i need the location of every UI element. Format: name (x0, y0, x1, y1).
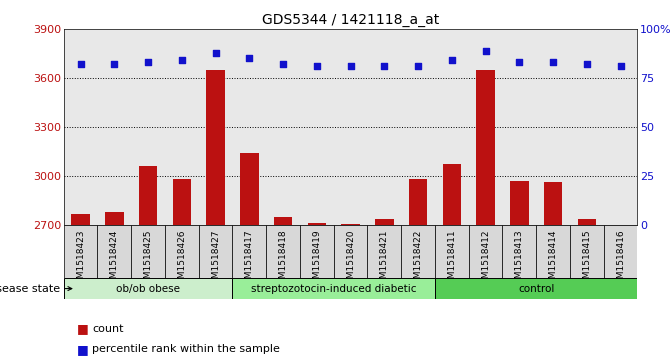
Point (75, 61, 86, 67)
Text: GSM1518416: GSM1518416 (616, 229, 625, 290)
Bar (199, 225, 232, 278)
Text: GSM1518412: GSM1518412 (481, 229, 490, 290)
Bar (578, 219, 596, 225)
Bar (375, 219, 394, 225)
Bar (476, 70, 495, 225)
Text: GSM1518427: GSM1518427 (211, 229, 220, 290)
Text: GSM1518417: GSM1518417 (245, 229, 254, 290)
Text: GSM1518426: GSM1518426 (177, 229, 187, 290)
Text: GSM1518418: GSM1518418 (278, 229, 288, 290)
Bar (232, 225, 266, 278)
Bar (469, 225, 503, 278)
Text: count: count (92, 323, 123, 334)
Text: control: control (518, 284, 554, 294)
Bar (368, 225, 401, 278)
Bar (64, 225, 97, 278)
Bar (274, 217, 293, 225)
Bar (409, 179, 427, 225)
Bar (97, 225, 132, 278)
Text: percentile rank within the sample: percentile rank within the sample (92, 344, 280, 354)
Bar (232, 278, 435, 299)
Bar (240, 153, 258, 225)
Point (615, 64, 626, 69)
Bar (165, 225, 199, 278)
Point (514, 60, 525, 65)
Bar (300, 225, 333, 278)
Bar (401, 225, 435, 278)
Text: GSM1518421: GSM1518421 (380, 229, 389, 290)
Point (244, 56, 255, 61)
Point (311, 64, 322, 69)
Text: GSM1518424: GSM1518424 (110, 229, 119, 290)
Text: GSM1518423: GSM1518423 (76, 229, 85, 290)
Bar (604, 225, 637, 278)
Text: ■: ■ (77, 322, 89, 335)
Text: GSM1518414: GSM1518414 (549, 229, 558, 290)
Text: streptozotocin-induced diabetic: streptozotocin-induced diabetic (251, 284, 417, 294)
Bar (71, 213, 90, 225)
Text: GSM1518420: GSM1518420 (346, 229, 355, 290)
Bar (435, 225, 469, 278)
Point (345, 64, 356, 69)
Bar (206, 70, 225, 225)
Bar (570, 225, 604, 278)
Text: GSM1518425: GSM1518425 (144, 229, 152, 290)
Bar (443, 164, 461, 225)
Bar (139, 166, 158, 225)
Text: GSM1518415: GSM1518415 (582, 229, 591, 290)
Bar (266, 225, 300, 278)
Point (446, 57, 457, 63)
Bar (544, 182, 562, 225)
Point (480, 48, 491, 53)
Title: GDS5344 / 1421118_a_at: GDS5344 / 1421118_a_at (262, 13, 440, 26)
Point (210, 50, 221, 56)
Bar (105, 212, 123, 225)
Point (548, 60, 558, 65)
Bar (342, 224, 360, 225)
Bar (510, 181, 529, 225)
Text: GSM1518411: GSM1518411 (448, 229, 456, 290)
Text: GSM1518422: GSM1518422 (413, 229, 423, 290)
Text: ob/ob obese: ob/ob obese (116, 284, 180, 294)
Text: disease state: disease state (0, 284, 60, 294)
Bar (172, 179, 191, 225)
Bar (503, 225, 536, 278)
Text: GSM1518413: GSM1518413 (515, 229, 524, 290)
Point (413, 64, 423, 69)
Bar (333, 225, 368, 278)
Bar (536, 225, 570, 278)
Point (176, 57, 187, 63)
Text: GSM1518419: GSM1518419 (312, 229, 321, 290)
Point (582, 61, 592, 67)
Bar (307, 223, 326, 225)
Text: ■: ■ (77, 343, 89, 356)
Point (379, 64, 390, 69)
Bar (435, 278, 637, 299)
Bar (64, 278, 232, 299)
Point (278, 61, 289, 67)
Point (143, 60, 154, 65)
Bar (132, 225, 165, 278)
Point (109, 61, 119, 67)
